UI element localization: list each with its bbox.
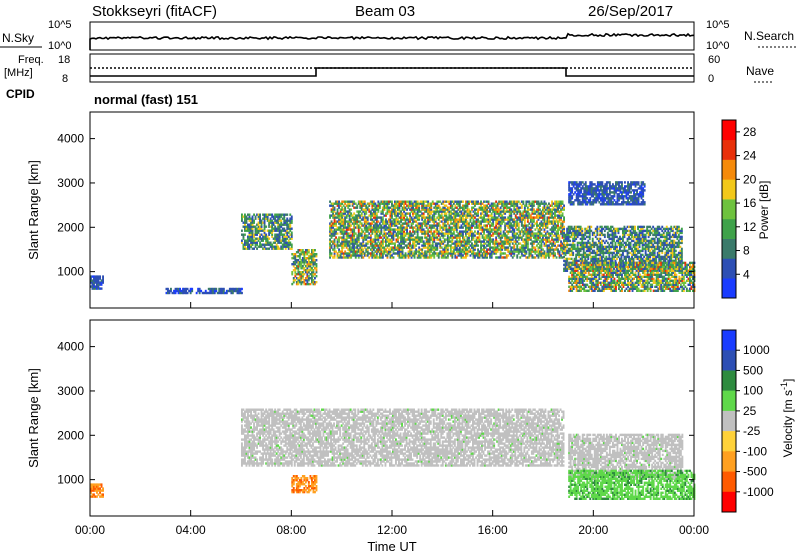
y-tick-label: 4000 xyxy=(57,132,84,146)
velocity-colorbar: 1000 500 100 25 -25 -100 -500 -1000 xyxy=(721,329,774,513)
noise-left-tick-top: 10^5 xyxy=(48,19,72,31)
velocity-panel: 1000 2000 3000 4000 Slant Range [km] 1000 50… xyxy=(26,319,795,517)
nave-tick-top: 60 xyxy=(708,54,720,66)
x-tick-label: 20:00 xyxy=(578,523,608,537)
velocity-y-ticks: 1000 2000 3000 4000 xyxy=(57,340,694,487)
noise-right-tick-top: 10^5 xyxy=(706,19,730,31)
noise-left-tick-bottom: 10^0 xyxy=(48,40,72,52)
velocity-colorbar-swatch xyxy=(722,390,736,412)
freq-tick-bottom: 8 xyxy=(62,73,68,85)
power-colorbar-tick: 24 xyxy=(743,149,757,163)
station-title: Stokkseyri (fitACF) xyxy=(92,3,217,20)
velocity-colorbar-swatch xyxy=(722,350,736,371)
velocity-colorbar-swatch xyxy=(722,431,736,452)
power-colorbar-tick: 12 xyxy=(743,220,757,234)
power-colorbar-tick: 16 xyxy=(743,196,757,210)
freq-trace xyxy=(90,67,694,77)
time-axis-label: Time UT xyxy=(367,539,416,554)
power-scatter-regions xyxy=(90,181,696,295)
scatter-region-3 xyxy=(291,249,318,286)
velocity-colorbar-tick: -25 xyxy=(743,424,761,438)
power-colorbar-swatch xyxy=(722,199,736,220)
date-title: 26/Sep/2017 xyxy=(588,3,673,20)
power-colorbar-swatch xyxy=(722,120,736,141)
power-y-ticks: 1000 2000 3000 4000 xyxy=(57,132,694,279)
power-colorbar: 4 8 12 16 20 24 28 xyxy=(721,119,757,299)
y-tick-label: 2000 xyxy=(57,428,84,442)
y-tick-label: 3000 xyxy=(57,384,84,398)
power-colorbar-label: Power [dB] xyxy=(757,181,771,240)
y-tick-label: 1000 xyxy=(57,265,84,279)
scatter-region-4 xyxy=(329,200,565,259)
velocity-colorbar-tick: 25 xyxy=(743,404,757,418)
scatter-region-7 xyxy=(568,181,646,206)
beam-title: Beam 03 xyxy=(355,3,415,20)
power-colorbar-swatch xyxy=(722,139,736,160)
x-tick-label: 16:00 xyxy=(478,523,508,537)
noise-panel: N.Sky 10^5 10^0 10^5 10^0 N.Search xyxy=(0,19,798,52)
velocity-colorbar-tick: -100 xyxy=(743,444,767,458)
velocity-colorbar-tick: -500 xyxy=(743,465,767,479)
y-tick-label: 4000 xyxy=(57,340,84,354)
scatter-region-0 xyxy=(90,275,104,290)
velocity-colorbar-tick: 100 xyxy=(743,384,763,398)
velocity-scatter-regions xyxy=(90,408,696,500)
scatter-region-6 xyxy=(568,261,696,292)
power-colorbar-tick: 28 xyxy=(743,125,757,139)
velocity-colorbar-tick: -1000 xyxy=(743,485,774,499)
y-tick-label: 1000 xyxy=(57,473,84,487)
scatter-region-2 xyxy=(568,469,696,500)
power-colorbar-swatch xyxy=(722,179,736,200)
cpid-label: CPID xyxy=(6,87,35,101)
velocity-colorbar-frame xyxy=(721,329,737,513)
nave-tick-bottom: 0 xyxy=(708,73,714,85)
power-colorbar-swatch xyxy=(722,238,736,259)
power-colorbar-swatch xyxy=(722,258,736,279)
power-colorbar-tick: 8 xyxy=(743,244,750,258)
scatter-region-1 xyxy=(165,287,243,295)
power-colorbar-tick: 4 xyxy=(743,267,750,281)
velocity-colorbar-tick: 1000 xyxy=(743,343,770,357)
x-tick-label: 00:00 xyxy=(679,523,709,537)
x-tick-label: 12:00 xyxy=(377,523,407,537)
noise-search-label: N.Search xyxy=(744,29,794,43)
velocity-colorbar-swatch xyxy=(722,491,736,513)
freq-label: Freq. xyxy=(18,54,44,66)
velocity-colorbar-label: Velocity [m s-1] xyxy=(779,379,795,458)
velocity-colorbar-swatch xyxy=(722,471,736,493)
power-colorbar-swatch xyxy=(722,218,736,239)
freq-tick-top: 18 xyxy=(58,54,70,66)
power-colorbar-tick: 20 xyxy=(743,172,757,186)
velocity-colorbar-tick: 500 xyxy=(743,363,763,377)
velocity-colorbar-swatch xyxy=(722,370,736,391)
velocity-colorbar-swatch xyxy=(722,330,736,351)
power-y-axis-label: Slant Range [km] xyxy=(26,160,41,260)
x-tick-label: 04:00 xyxy=(176,523,206,537)
scatter-region-2 xyxy=(241,213,293,250)
freq-panel: Freq. [MHz] 18 8 60 0 Nave CPID normal (… xyxy=(4,53,774,107)
power-colorbar-swatch xyxy=(722,159,736,180)
scatter-region-0 xyxy=(241,408,565,467)
cpid-value: normal (fast) 151 xyxy=(94,92,198,107)
y-tick-label: 3000 xyxy=(57,176,84,190)
power-colorbar-swatch xyxy=(722,278,736,299)
velocity-y-axis-label: Slant Range [km] xyxy=(26,368,41,468)
x-tick-label: 00:00 xyxy=(75,523,105,537)
scatter-region-3 xyxy=(291,475,318,494)
velocity-colorbar-swatch xyxy=(722,410,736,432)
y-tick-label: 2000 xyxy=(57,220,84,234)
nave-label: Nave xyxy=(746,64,774,78)
freq-unit-label: [MHz] xyxy=(4,67,33,79)
power-colorbar-frame xyxy=(721,119,737,299)
time-axis-ticks: 00:00 04:00 08:00 12:00 16:00 20:00 00:00 xyxy=(75,302,709,537)
power-panel: 1000 2000 3000 4000 Slant Range [km] 4 8 12 16… xyxy=(26,111,771,309)
scatter-region-4 xyxy=(90,483,104,498)
noise-sky-label: N.Sky xyxy=(2,31,34,45)
velocity-colorbar-swatch xyxy=(722,451,736,472)
x-tick-label: 08:00 xyxy=(276,523,306,537)
noise-trace xyxy=(89,32,695,50)
noise-right-tick-bottom: 10^0 xyxy=(706,40,730,52)
